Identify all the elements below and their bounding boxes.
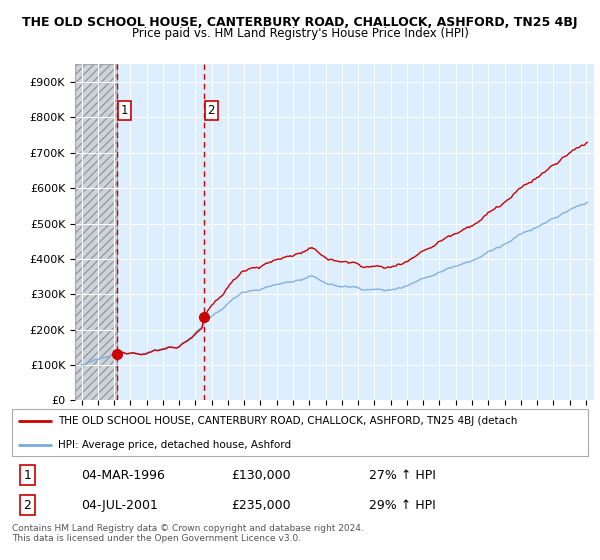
FancyBboxPatch shape [12, 409, 588, 456]
Text: THE OLD SCHOOL HOUSE, CANTERBURY ROAD, CHALLOCK, ASHFORD, TN25 4BJ (detach: THE OLD SCHOOL HOUSE, CANTERBURY ROAD, C… [58, 416, 517, 426]
Text: Contains HM Land Registry data © Crown copyright and database right 2024.
This d: Contains HM Land Registry data © Crown c… [12, 524, 364, 543]
Text: 04-MAR-1996: 04-MAR-1996 [81, 469, 165, 482]
Text: 1: 1 [23, 469, 31, 482]
Text: Price paid vs. HM Land Registry's House Price Index (HPI): Price paid vs. HM Land Registry's House … [131, 27, 469, 40]
Text: £130,000: £130,000 [231, 469, 290, 482]
Text: HPI: Average price, detached house, Ashford: HPI: Average price, detached house, Ashf… [58, 440, 291, 450]
Text: 29% ↑ HPI: 29% ↑ HPI [369, 498, 436, 512]
Text: 1: 1 [121, 104, 128, 117]
Text: 27% ↑ HPI: 27% ↑ HPI [369, 469, 436, 482]
Text: 2: 2 [23, 498, 31, 512]
Text: THE OLD SCHOOL HOUSE, CANTERBURY ROAD, CHALLOCK, ASHFORD, TN25 4BJ: THE OLD SCHOOL HOUSE, CANTERBURY ROAD, C… [22, 16, 578, 29]
Text: 2: 2 [208, 104, 215, 117]
Text: 04-JUL-2001: 04-JUL-2001 [81, 498, 158, 512]
Text: £235,000: £235,000 [231, 498, 290, 512]
Bar [75, 64, 117, 400]
Bar [75, 64, 117, 400]
